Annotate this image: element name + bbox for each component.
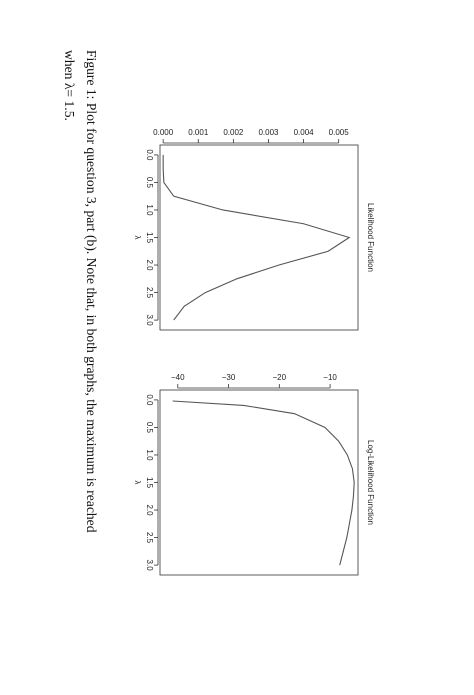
x-tick-label: 2.5 <box>145 532 154 544</box>
curve <box>172 400 355 566</box>
x-tick-label: 3.0 <box>145 560 154 572</box>
x-axis-label: λ <box>133 236 142 240</box>
x-tick-label: 0.0 <box>145 149 154 161</box>
x-tick-label: 2.0 <box>145 504 154 516</box>
x-tick-label: 0.0 <box>145 394 154 406</box>
y-tick-label: 0.002 <box>223 128 244 137</box>
curve <box>162 154 351 321</box>
x-tick-label: 1.5 <box>145 477 154 489</box>
y-tick-label: −20 <box>273 373 287 382</box>
y-tick-label: −40 <box>171 373 185 382</box>
x-tick-label: 0.5 <box>145 422 154 434</box>
y-tick-label: −10 <box>323 373 337 382</box>
plot-frame <box>159 144 359 331</box>
x-tick-label: 2.0 <box>145 259 154 271</box>
caption-line: when λ= 1.5. <box>62 50 77 121</box>
y-tick-label: 0.000 <box>153 128 174 137</box>
x-tick-label: 1.0 <box>145 204 154 216</box>
x-tick-label: 1.5 <box>145 232 154 244</box>
x-tick-label: 3.0 <box>145 315 154 327</box>
chart-title: Likelihood Function <box>366 203 375 272</box>
y-tick-label: 0.004 <box>294 128 315 137</box>
y-tick-label: −30 <box>222 373 236 382</box>
x-tick-label: 1.0 <box>145 449 154 461</box>
y-tick-label: 0.005 <box>329 128 350 137</box>
y-tick-label: 0.001 <box>188 128 209 137</box>
x-tick-label: 2.5 <box>145 287 154 299</box>
chart-title: Log-Likelihood Function <box>366 440 375 525</box>
x-tick-label: 0.5 <box>145 177 154 189</box>
caption-line: Figure 1: Plot for question 3, part (b).… <box>83 50 99 533</box>
x-axis-label: λ <box>133 481 142 485</box>
plot-frame <box>159 389 359 576</box>
y-tick-label: 0.003 <box>258 128 279 137</box>
rotated-page: Figure 1: Plot for question 3, part (b).… <box>62 50 375 576</box>
